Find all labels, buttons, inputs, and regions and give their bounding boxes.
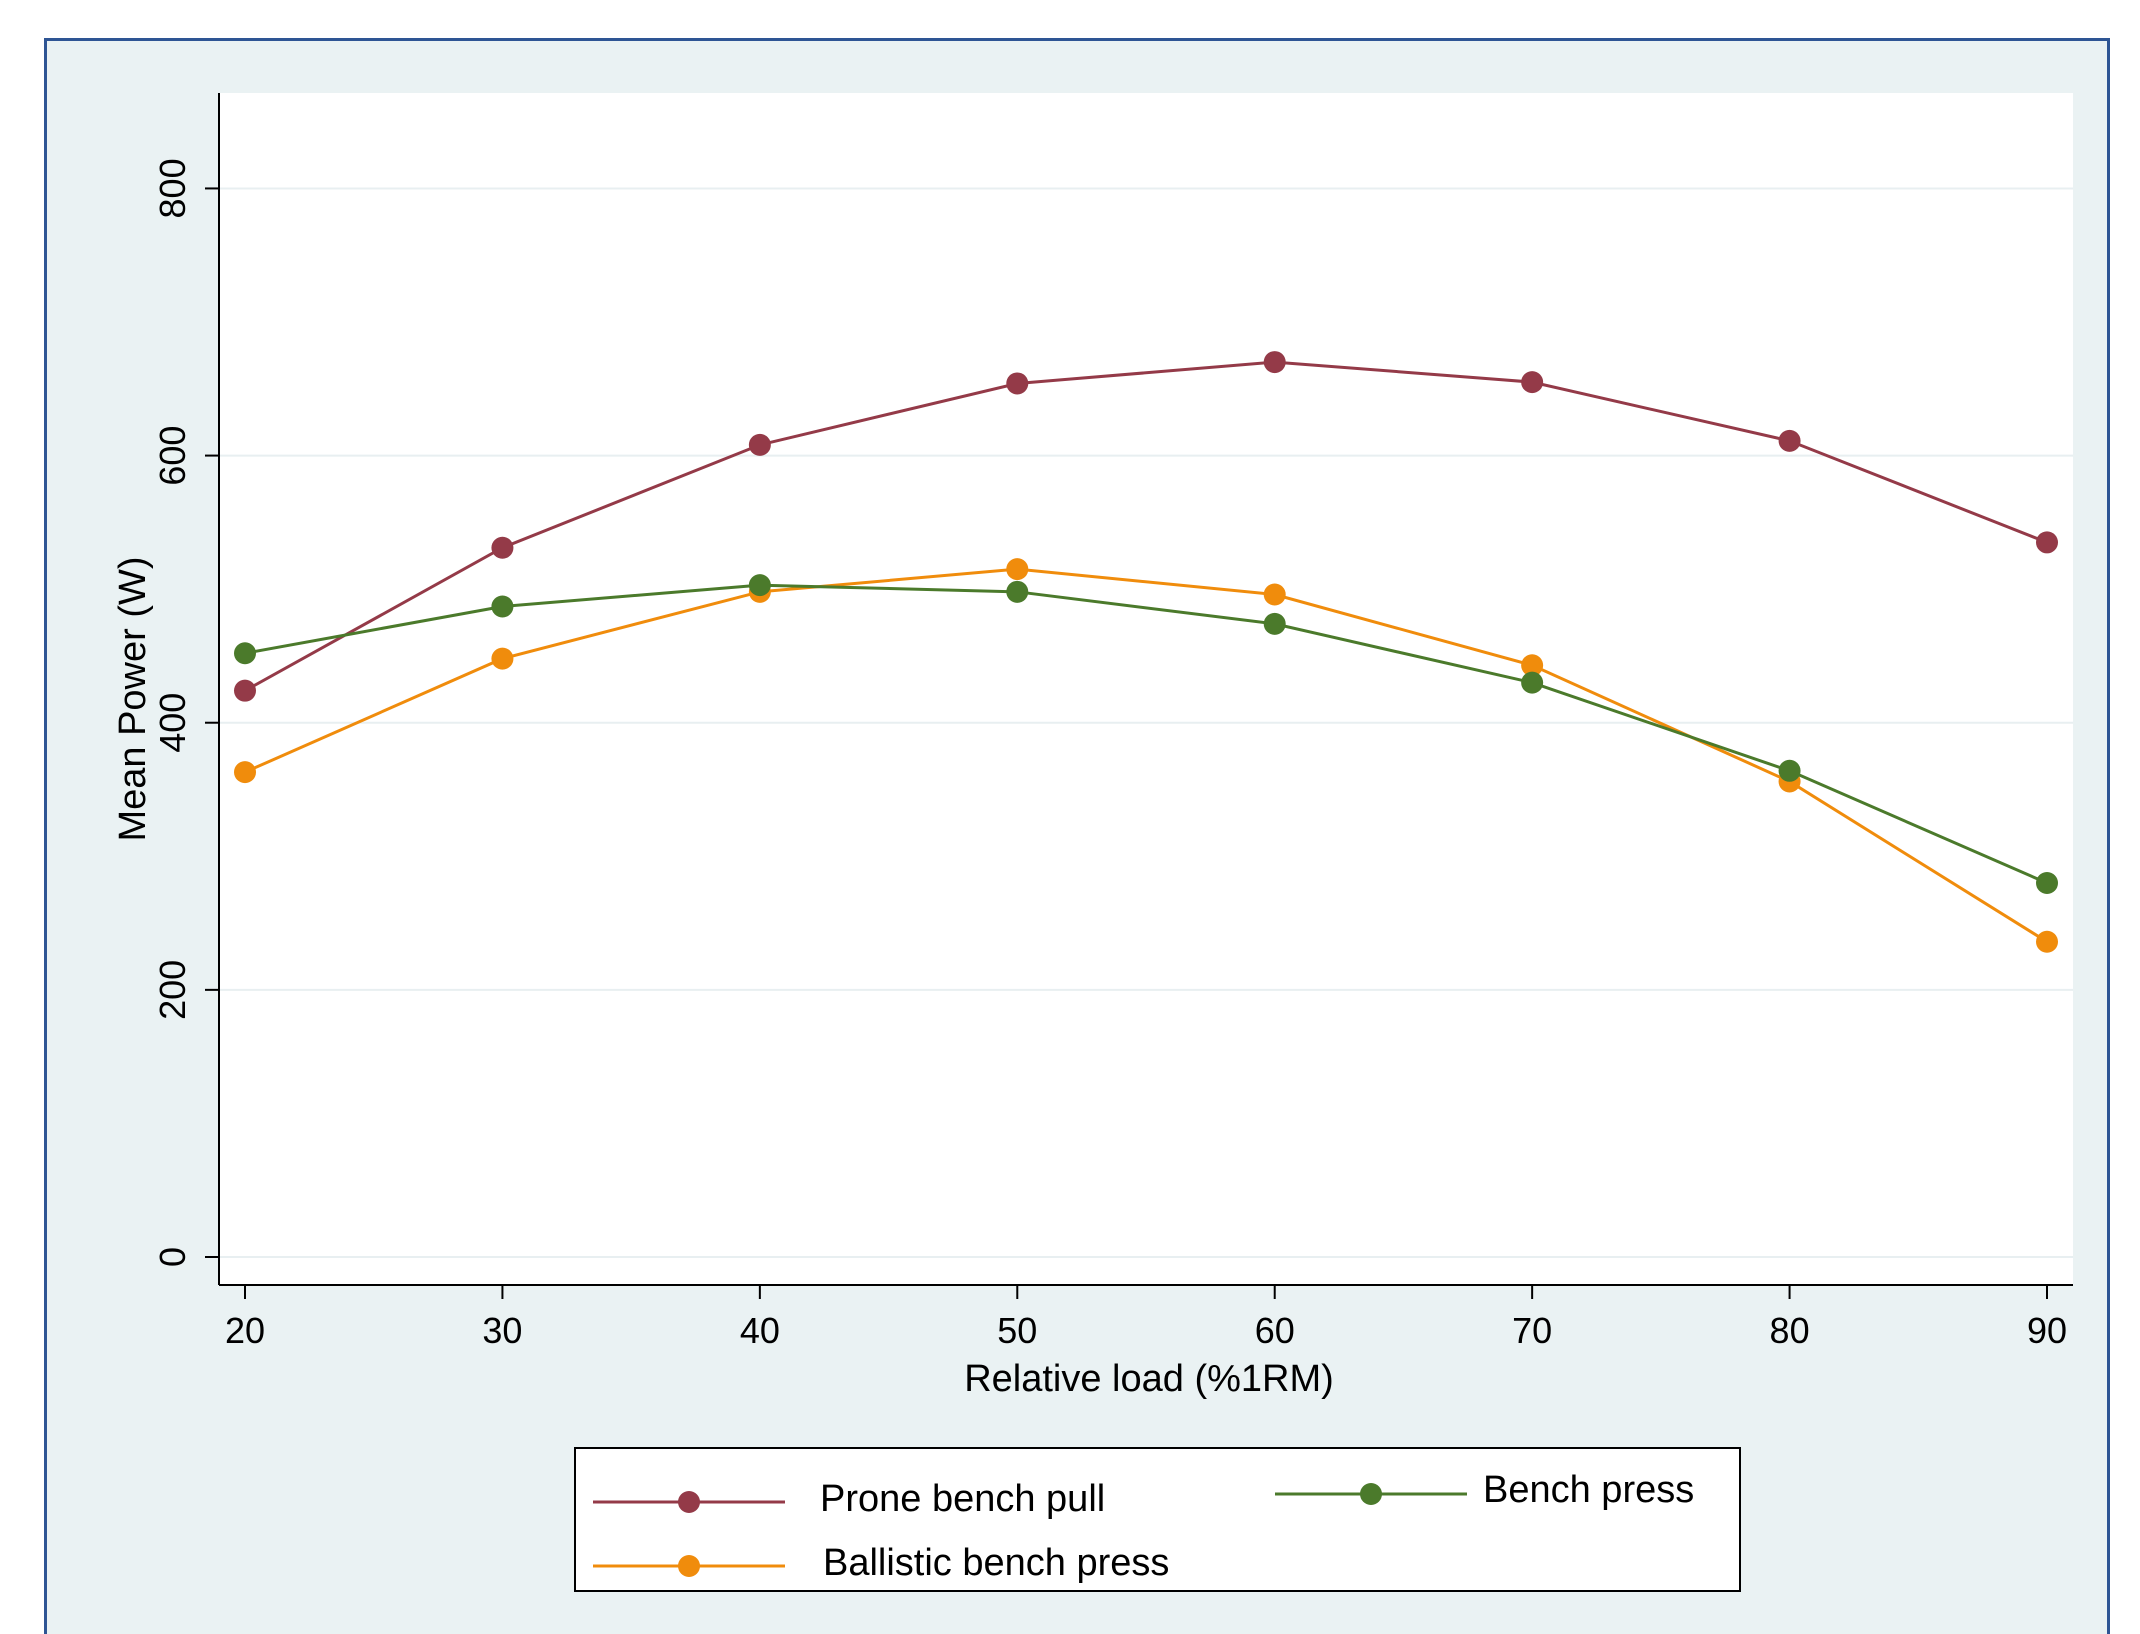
x-tick-label: 60 [1255, 1310, 1295, 1351]
data-point [1263, 583, 1286, 606]
series-line [244, 567, 2048, 944]
x-tick-label: 70 [1512, 1310, 1552, 1351]
data-point [491, 647, 514, 670]
y-axis-ticks: 0 200 400 600 800 [152, 158, 219, 1267]
x-axis-title: Relative load (%1RM) [964, 1358, 1334, 1400]
legend-items: Prone bench pull Bench press Ballistic ben… [593, 1469, 1694, 1584]
y-tick-label: 800 [152, 158, 193, 218]
legend-label: Ballistic bench press [823, 1542, 1169, 1584]
legend-item: Prone bench pull [593, 1478, 1105, 1520]
y-tick-label: 600 [152, 426, 193, 486]
data-point [1778, 429, 1801, 452]
data-point [748, 433, 771, 456]
legend-marker [1360, 1483, 1382, 1505]
y-tick-label: 0 [152, 1247, 193, 1267]
series-line [244, 583, 2048, 885]
data-point [2036, 531, 2058, 554]
legend: Prone bench pull Bench press Ballistic ben… [574, 1447, 1741, 1592]
x-tick-label: 40 [740, 1310, 780, 1351]
gridlines [219, 187, 2073, 1258]
legend-marker [678, 1491, 700, 1513]
data-point [1521, 371, 1544, 394]
data-point [1263, 612, 1286, 635]
data-point [1006, 372, 1029, 395]
y-tick-label: 400 [152, 693, 193, 753]
x-tick-label: 20 [225, 1310, 265, 1351]
legend-item: Ballistic bench press [593, 1542, 1169, 1584]
data-point [1006, 580, 1029, 603]
plot-area [219, 93, 2073, 1285]
series-prone-bench-pull [234, 351, 2058, 702]
legend-item: Bench press [1275, 1469, 1694, 1511]
data-point [234, 642, 256, 665]
x-tick-label: 90 [2027, 1310, 2067, 1351]
data-point [748, 574, 771, 597]
data-point [1778, 759, 1801, 782]
legend-label: Prone bench pull [820, 1478, 1105, 1520]
x-tick-label: 50 [997, 1310, 1037, 1351]
data-point [2036, 930, 2058, 953]
legend-label: Bench press [1483, 1469, 1694, 1511]
y-tick-label: 200 [152, 960, 193, 1020]
data-point [1521, 671, 1544, 694]
x-tick-label: 30 [482, 1310, 522, 1351]
data-point [234, 679, 256, 702]
x-axis-ticks: 20 30 40 50 60 70 80 90 [225, 1285, 2067, 1351]
series-layer [234, 351, 2058, 953]
data-point [2036, 872, 2058, 895]
data-point [1521, 654, 1544, 677]
series-bench-press [234, 574, 2058, 895]
data-point [234, 761, 256, 784]
data-point [491, 536, 514, 559]
data-point [1006, 558, 1029, 581]
x-tick-label: 80 [1770, 1310, 1810, 1351]
legend-marker [678, 1555, 700, 1577]
axes [218, 93, 2073, 1286]
data-point [1263, 351, 1286, 374]
series-line [244, 360, 2048, 692]
y-axis-title: Mean Power (W) [112, 556, 154, 841]
data-point [491, 595, 514, 618]
